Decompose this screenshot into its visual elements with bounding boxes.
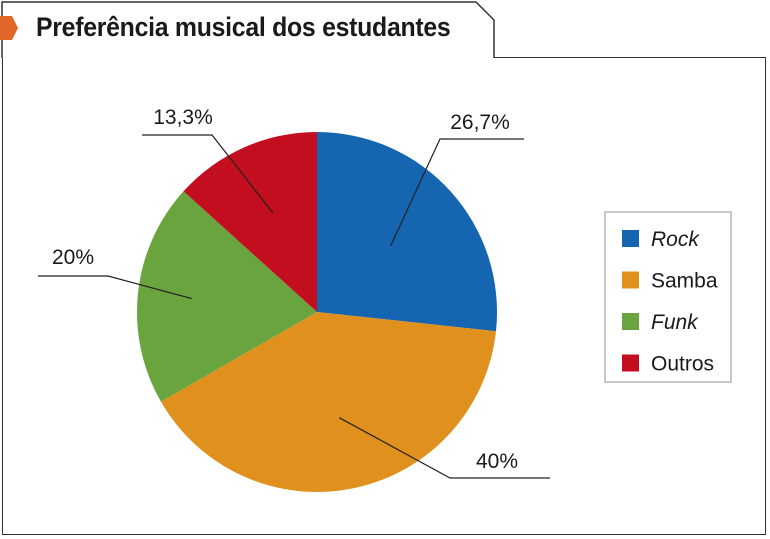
legend-label-outros: Outros [651, 353, 714, 376]
pie-slice-outros [183, 132, 317, 312]
data-label-samba: 40% [476, 450, 518, 473]
title-tab: Preferência musical dos estudantes [0, 0, 496, 60]
legend-swatch-rock [622, 230, 639, 247]
leader-line-samba [338, 417, 550, 479]
chart-title: Preferência musical dos estudantes [36, 12, 451, 42]
data-label-outros: 13,3% [153, 106, 213, 129]
pie-slice-samba [160, 312, 496, 493]
data-label-funk: 20% [52, 246, 94, 269]
legend-swatch-funk [622, 313, 639, 330]
legend-label-funk: Funk [651, 311, 699, 334]
leader-line-outros [142, 134, 274, 214]
pie-slice-rock [317, 132, 498, 332]
data-label-rock: 26,7% [450, 111, 510, 134]
pie-slice-funk [137, 191, 317, 402]
legend-swatch-outros [622, 354, 639, 372]
leader-line-rock [390, 138, 524, 247]
legend: Rock Samba Funk Outros [604, 211, 732, 383]
legend-swatch-samba [622, 271, 639, 289]
legend-label-samba: Samba [651, 270, 718, 293]
title-accent-mark [0, 16, 18, 40]
legend-label-rock: Rock [651, 228, 700, 251]
leader-line-funk [38, 275, 192, 300]
title-tab-shape [0, 1, 495, 58]
